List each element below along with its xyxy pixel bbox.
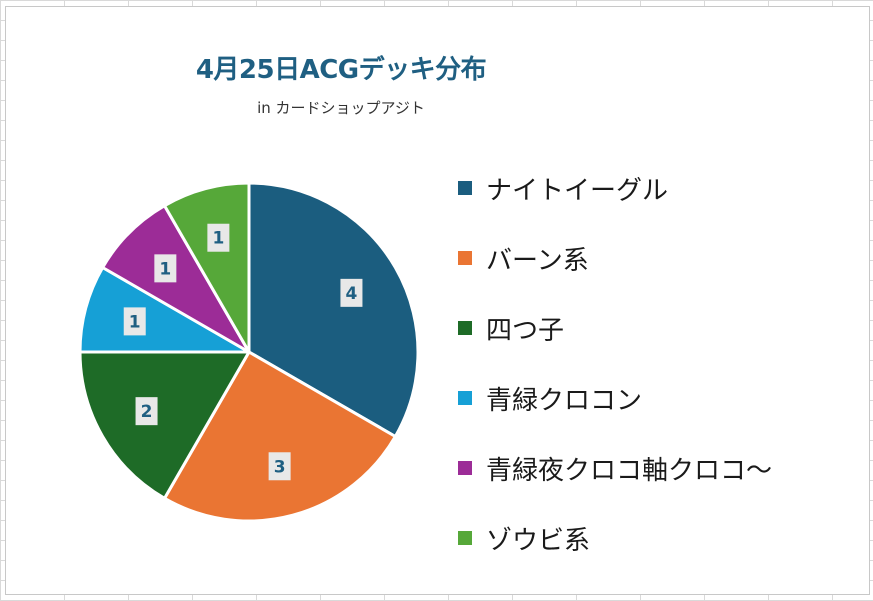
- data-label-text: 3: [274, 457, 286, 477]
- data-label-1: 4: [340, 278, 363, 307]
- data-label-text: 2: [141, 402, 153, 422]
- legend-swatch: [458, 461, 472, 475]
- legend-swatch: [458, 251, 472, 265]
- pie-slice-4[interactable]: [78, 266, 251, 354]
- legend-label: ゾウビ系: [486, 525, 591, 556]
- pie-slice-3[interactable]: [78, 350, 251, 500]
- data-label-box: [340, 278, 363, 307]
- legend-swatch: [458, 181, 472, 195]
- data-label-box: [135, 397, 158, 426]
- data-label-text: 1: [159, 259, 171, 279]
- data-label-text: 1: [129, 312, 141, 332]
- legend-item-2[interactable]: バーン系: [458, 223, 772, 293]
- data-label-2: 3: [268, 452, 291, 481]
- legend-swatch: [458, 321, 472, 335]
- legend-label: ナイトイーグル: [486, 175, 669, 206]
- legend-swatch: [458, 391, 472, 405]
- legend-item-6[interactable]: ゾウビ系: [458, 503, 772, 573]
- legend-label: 青緑夜クロコ軸クロコ～: [486, 455, 773, 486]
- chart-legend: ナイトイーグル バーン系四つ子青緑クロコン青緑夜クロコ軸クロコ～ ゾウビ系: [458, 153, 772, 573]
- data-label-4: 1: [123, 307, 146, 336]
- legend-item-5[interactable]: 青緑夜クロコ軸クロコ～: [458, 433, 772, 503]
- data-label-box: [154, 254, 177, 283]
- legend-label: 青緑クロコン: [486, 385, 643, 416]
- data-label-text: 1: [212, 229, 224, 249]
- data-label-text: 4: [346, 284, 358, 304]
- data-label-box: [207, 223, 230, 252]
- data-label-5: 1: [154, 254, 177, 283]
- legend-swatch: [458, 531, 472, 545]
- data-label-box: [123, 307, 146, 336]
- chart-area[interactable]: 4月25日ACGデッキ分布 in カードショップアジト 4 3 2 1 1 1 ナイトイー…: [5, 6, 870, 595]
- legend-item-1[interactable]: ナイトイーグル: [458, 153, 772, 223]
- chart-title: 4月25日ACGデッキ分布: [195, 55, 487, 85]
- legend-label: バーン系: [486, 245, 589, 276]
- pie-chart: 4 3 2 1 1 1: [78, 181, 420, 523]
- pie-slice-2[interactable]: [163, 350, 397, 523]
- legend-item-4[interactable]: 青緑クロコン: [458, 363, 772, 433]
- data-label-6: 1: [207, 223, 230, 252]
- data-label-box: [268, 452, 291, 481]
- chart-subtitle: in カードショップアジト: [257, 99, 425, 117]
- pie-slice-1[interactable]: [247, 181, 420, 438]
- data-label-3: 2: [135, 397, 158, 426]
- legend-label: 四つ子: [486, 315, 565, 346]
- legend-item-3[interactable]: 四つ子: [458, 293, 772, 363]
